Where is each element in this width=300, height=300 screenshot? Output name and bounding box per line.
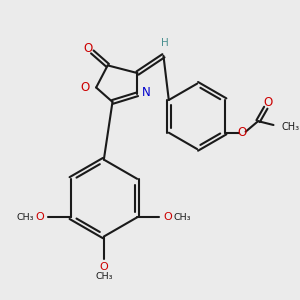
Text: O: O [36,212,45,222]
Text: CH₃: CH₃ [16,213,34,222]
Text: O: O [263,96,272,110]
Text: O: O [100,262,108,272]
Text: O: O [163,212,172,222]
Text: H: H [160,38,168,48]
Text: CH₃: CH₃ [281,122,299,132]
Text: O: O [80,81,89,94]
Text: O: O [84,42,93,55]
Text: O: O [238,126,247,139]
Text: CH₃: CH₃ [174,213,191,222]
Text: CH₃: CH₃ [95,272,112,281]
Text: N: N [142,86,151,99]
